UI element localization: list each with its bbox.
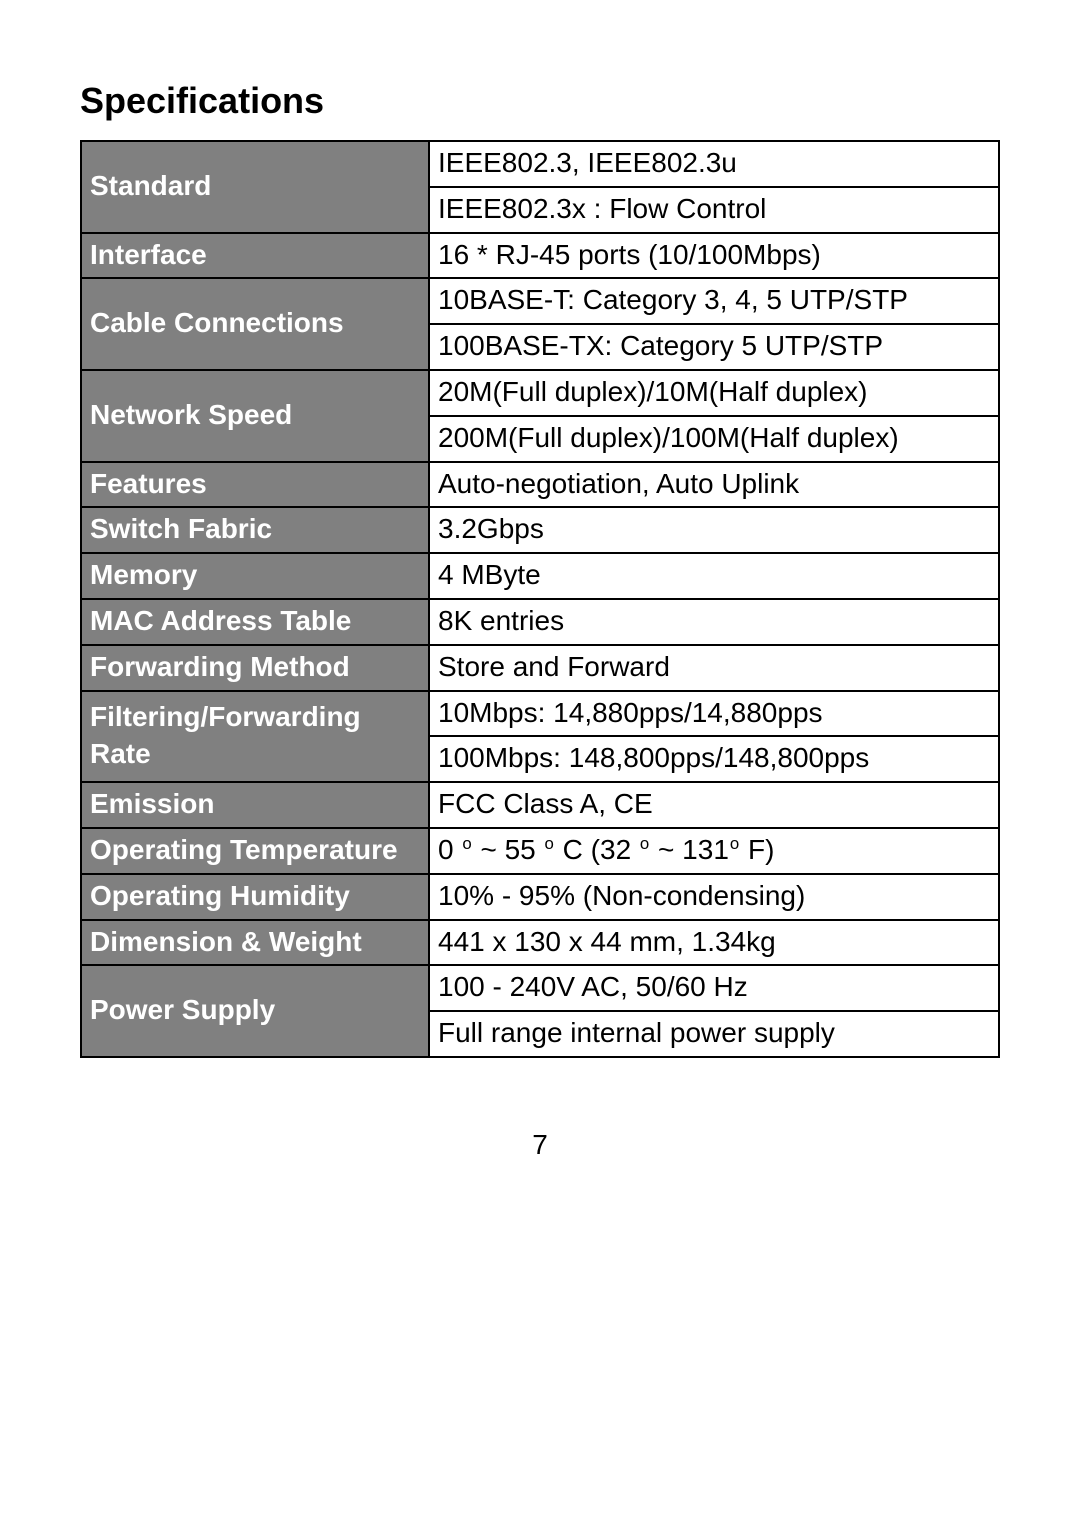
spec-value: 20M(Full duplex)/10M(Half duplex)	[429, 370, 999, 416]
spec-value: 16 * RJ-45 ports (10/100Mbps)	[429, 233, 999, 279]
spec-label: Network Speed	[81, 370, 429, 462]
spec-value: 8K entries	[429, 599, 999, 645]
spec-label: Filtering/Forwarding Rate	[81, 691, 429, 783]
table-row: FeaturesAuto-negotiation, Auto Uplink	[81, 462, 999, 508]
spec-value: FCC Class A, CE	[429, 782, 999, 828]
spec-label: Power Supply	[81, 965, 429, 1057]
table-row: Filtering/Forwarding Rate10Mbps: 14,880p…	[81, 691, 999, 737]
page: Specifications StandardIEEE802.3, IEEE80…	[0, 0, 1080, 1521]
table-row: Dimension & Weight441 x 130 x 44 mm, 1.3…	[81, 920, 999, 966]
spec-value: 4 MByte	[429, 553, 999, 599]
page-number: 7	[0, 1129, 1080, 1161]
table-row: EmissionFCC Class A, CE	[81, 782, 999, 828]
table-row: Operating Humidity10% - 95% (Non-condens…	[81, 874, 999, 920]
spec-label: Operating Temperature	[81, 828, 429, 874]
spec-value: 200M(Full duplex)/100M(Half duplex)	[429, 416, 999, 462]
spec-label: MAC Address Table	[81, 599, 429, 645]
table-row: StandardIEEE802.3, IEEE802.3u	[81, 141, 999, 187]
table-row: Operating Temperature0 o ~ 55 o C (32 o …	[81, 828, 999, 874]
spec-value: 10Mbps: 14,880pps/14,880pps	[429, 691, 999, 737]
spec-value: Full range internal power supply	[429, 1011, 999, 1057]
table-row: Interface16 * RJ-45 ports (10/100Mbps)	[81, 233, 999, 279]
spec-table: StandardIEEE802.3, IEEE802.3uIEEE802.3x …	[80, 140, 1000, 1058]
spec-value: 100BASE-TX: Category 5 UTP/STP	[429, 324, 999, 370]
table-row: MAC Address Table8K entries	[81, 599, 999, 645]
table-row: Network Speed20M(Full duplex)/10M(Half d…	[81, 370, 999, 416]
page-title: Specifications	[80, 80, 1000, 122]
table-row: Cable Connections10BASE-T: Category 3, 4…	[81, 278, 999, 324]
spec-label: Dimension & Weight	[81, 920, 429, 966]
spec-label: Switch Fabric	[81, 507, 429, 553]
spec-label: Interface	[81, 233, 429, 279]
spec-label: Emission	[81, 782, 429, 828]
spec-value: Store and Forward	[429, 645, 999, 691]
spec-value: IEEE802.3x : Flow Control	[429, 187, 999, 233]
spec-value: IEEE802.3, IEEE802.3u	[429, 141, 999, 187]
spec-label: Memory	[81, 553, 429, 599]
spec-value: 3.2Gbps	[429, 507, 999, 553]
spec-value: Auto-negotiation, Auto Uplink	[429, 462, 999, 508]
spec-label: Operating Humidity	[81, 874, 429, 920]
spec-value: 100 - 240V AC, 50/60 Hz	[429, 965, 999, 1011]
spec-value: 10% - 95% (Non-condensing)	[429, 874, 999, 920]
spec-label: Forwarding Method	[81, 645, 429, 691]
spec-table-body: StandardIEEE802.3, IEEE802.3uIEEE802.3x …	[81, 141, 999, 1057]
spec-value: 100Mbps: 148,800pps/148,800pps	[429, 736, 999, 782]
spec-value: 10BASE-T: Category 3, 4, 5 UTP/STP	[429, 278, 999, 324]
table-row: Forwarding MethodStore and Forward	[81, 645, 999, 691]
spec-label: Cable Connections	[81, 278, 429, 370]
table-row: Switch Fabric3.2Gbps	[81, 507, 999, 553]
spec-label: Features	[81, 462, 429, 508]
spec-value: 0 o ~ 55 o C (32 o ~ 131o F)	[429, 828, 999, 874]
table-row: Memory4 MByte	[81, 553, 999, 599]
spec-label: Standard	[81, 141, 429, 233]
spec-value: 441 x 130 x 44 mm, 1.34kg	[429, 920, 999, 966]
table-row: Power Supply100 - 240V AC, 50/60 Hz	[81, 965, 999, 1011]
